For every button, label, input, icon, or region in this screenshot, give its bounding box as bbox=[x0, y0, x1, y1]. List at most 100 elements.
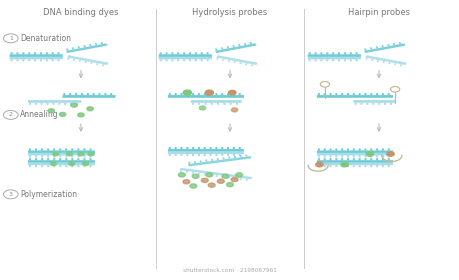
FancyBboxPatch shape bbox=[83, 158, 85, 160]
FancyBboxPatch shape bbox=[364, 158, 366, 160]
Polygon shape bbox=[386, 44, 389, 46]
Circle shape bbox=[228, 90, 235, 95]
FancyBboxPatch shape bbox=[158, 57, 212, 59]
Polygon shape bbox=[214, 48, 217, 51]
FancyBboxPatch shape bbox=[381, 158, 383, 160]
Polygon shape bbox=[216, 158, 218, 160]
Polygon shape bbox=[375, 46, 377, 48]
Polygon shape bbox=[216, 58, 218, 60]
FancyBboxPatch shape bbox=[76, 102, 78, 105]
FancyBboxPatch shape bbox=[209, 93, 211, 95]
Polygon shape bbox=[245, 179, 247, 181]
FancyBboxPatch shape bbox=[64, 102, 66, 105]
FancyBboxPatch shape bbox=[180, 93, 182, 95]
Polygon shape bbox=[66, 43, 107, 53]
Circle shape bbox=[87, 107, 93, 111]
FancyBboxPatch shape bbox=[89, 148, 91, 151]
Circle shape bbox=[48, 109, 54, 113]
FancyBboxPatch shape bbox=[190, 100, 241, 103]
FancyBboxPatch shape bbox=[364, 93, 366, 95]
FancyBboxPatch shape bbox=[352, 158, 354, 160]
Polygon shape bbox=[215, 175, 218, 177]
FancyBboxPatch shape bbox=[159, 59, 162, 61]
FancyBboxPatch shape bbox=[40, 52, 42, 55]
FancyBboxPatch shape bbox=[83, 148, 85, 151]
Text: Annealing: Annealing bbox=[20, 110, 58, 120]
Text: Polymerization: Polymerization bbox=[20, 190, 77, 199]
Circle shape bbox=[365, 152, 373, 156]
FancyBboxPatch shape bbox=[341, 155, 342, 157]
FancyBboxPatch shape bbox=[358, 165, 360, 167]
FancyBboxPatch shape bbox=[197, 147, 200, 149]
FancyBboxPatch shape bbox=[92, 93, 95, 95]
FancyBboxPatch shape bbox=[168, 95, 243, 98]
FancyBboxPatch shape bbox=[65, 165, 67, 167]
FancyBboxPatch shape bbox=[47, 148, 49, 151]
FancyBboxPatch shape bbox=[232, 147, 235, 149]
FancyBboxPatch shape bbox=[71, 165, 73, 167]
FancyBboxPatch shape bbox=[352, 165, 354, 167]
FancyBboxPatch shape bbox=[77, 158, 79, 160]
FancyBboxPatch shape bbox=[387, 158, 389, 160]
FancyBboxPatch shape bbox=[343, 52, 345, 55]
FancyBboxPatch shape bbox=[77, 165, 79, 167]
FancyBboxPatch shape bbox=[346, 93, 348, 95]
FancyBboxPatch shape bbox=[65, 158, 67, 160]
FancyBboxPatch shape bbox=[63, 93, 65, 95]
FancyBboxPatch shape bbox=[89, 165, 91, 167]
Polygon shape bbox=[73, 59, 75, 61]
FancyBboxPatch shape bbox=[308, 59, 310, 61]
FancyBboxPatch shape bbox=[381, 148, 383, 151]
FancyBboxPatch shape bbox=[28, 153, 95, 155]
FancyBboxPatch shape bbox=[341, 165, 342, 167]
FancyBboxPatch shape bbox=[387, 93, 389, 95]
FancyBboxPatch shape bbox=[200, 59, 202, 61]
FancyBboxPatch shape bbox=[192, 147, 194, 149]
Polygon shape bbox=[216, 55, 257, 65]
FancyBboxPatch shape bbox=[323, 93, 325, 95]
FancyBboxPatch shape bbox=[28, 100, 81, 103]
FancyBboxPatch shape bbox=[183, 52, 185, 55]
Polygon shape bbox=[245, 154, 247, 157]
FancyBboxPatch shape bbox=[221, 147, 223, 149]
FancyBboxPatch shape bbox=[46, 102, 49, 105]
FancyBboxPatch shape bbox=[59, 155, 61, 157]
FancyBboxPatch shape bbox=[355, 52, 357, 55]
FancyBboxPatch shape bbox=[355, 59, 357, 61]
FancyBboxPatch shape bbox=[358, 148, 360, 151]
FancyBboxPatch shape bbox=[168, 151, 243, 154]
FancyBboxPatch shape bbox=[337, 52, 339, 55]
FancyBboxPatch shape bbox=[217, 102, 218, 105]
Circle shape bbox=[235, 173, 242, 177]
FancyBboxPatch shape bbox=[352, 93, 354, 95]
Polygon shape bbox=[249, 42, 252, 44]
FancyBboxPatch shape bbox=[215, 154, 217, 156]
FancyBboxPatch shape bbox=[62, 95, 115, 98]
FancyBboxPatch shape bbox=[375, 148, 377, 151]
FancyBboxPatch shape bbox=[45, 52, 48, 55]
FancyBboxPatch shape bbox=[317, 158, 319, 160]
FancyBboxPatch shape bbox=[364, 155, 366, 157]
FancyBboxPatch shape bbox=[317, 155, 319, 157]
Circle shape bbox=[315, 162, 322, 167]
FancyBboxPatch shape bbox=[59, 158, 61, 160]
Polygon shape bbox=[392, 43, 395, 45]
FancyBboxPatch shape bbox=[387, 155, 389, 157]
FancyBboxPatch shape bbox=[314, 59, 316, 61]
FancyBboxPatch shape bbox=[47, 155, 49, 157]
Polygon shape bbox=[221, 59, 224, 61]
FancyBboxPatch shape bbox=[314, 52, 316, 55]
FancyBboxPatch shape bbox=[375, 158, 377, 160]
FancyBboxPatch shape bbox=[186, 147, 188, 149]
Polygon shape bbox=[239, 155, 241, 157]
Polygon shape bbox=[78, 60, 81, 62]
FancyBboxPatch shape bbox=[28, 160, 95, 163]
FancyBboxPatch shape bbox=[317, 93, 319, 95]
Polygon shape bbox=[185, 171, 188, 173]
FancyBboxPatch shape bbox=[51, 52, 54, 55]
FancyBboxPatch shape bbox=[29, 148, 31, 151]
Circle shape bbox=[78, 152, 84, 156]
FancyBboxPatch shape bbox=[358, 158, 360, 160]
FancyBboxPatch shape bbox=[352, 148, 354, 151]
FancyBboxPatch shape bbox=[329, 93, 331, 95]
